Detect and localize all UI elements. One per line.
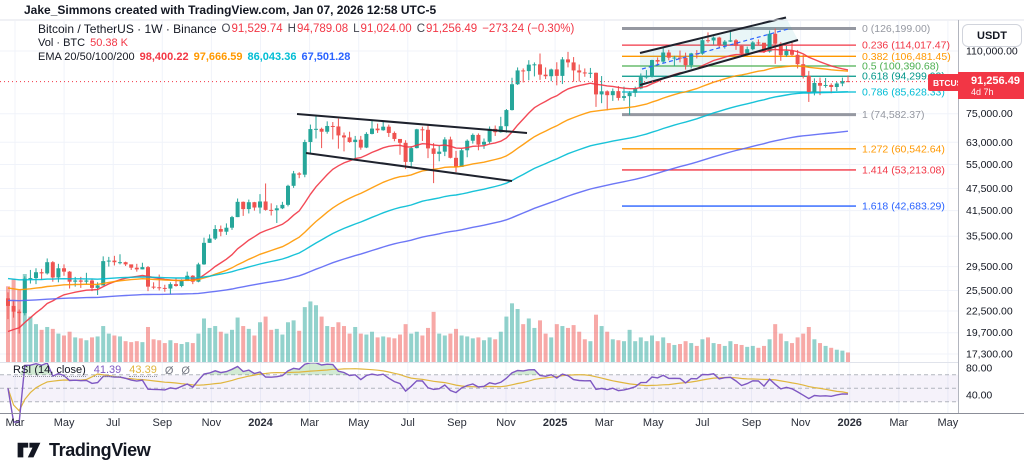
time-axis-label[interactable]: Mar bbox=[595, 417, 614, 429]
rsi-ma-line bbox=[7, 368, 849, 412]
price-tick-label[interactable]: 55,000.00 bbox=[966, 159, 1013, 171]
time-axis-label[interactable]: May bbox=[54, 417, 75, 429]
candles-layer bbox=[6, 28, 850, 334]
ema-50-line bbox=[7, 65, 849, 291]
trendline bbox=[305, 152, 513, 182]
fib-level-label: 0.5 (100,390.68) bbox=[862, 60, 939, 72]
fib-level-label: 1.414 (53,213.08) bbox=[862, 164, 945, 176]
time-axis-label[interactable]: Sep bbox=[153, 417, 173, 429]
rsi-pane-layer bbox=[0, 362, 958, 423]
rsi-hidden-plot-icon: Ø bbox=[164, 364, 174, 377]
ema-200-line bbox=[7, 130, 849, 302]
price-tick-label[interactable]: 25,500.00 bbox=[966, 285, 1013, 297]
fib-level-label: 1 (74,582.37) bbox=[862, 109, 924, 121]
time-axis-label[interactable]: Jul bbox=[695, 417, 709, 429]
rsi-ma-value: 43.39 bbox=[129, 364, 157, 377]
attribution-text: Jake_Simmons created with TradingView.co… bbox=[24, 3, 437, 17]
time-axis-label[interactable]: May bbox=[938, 417, 959, 429]
time-axis-label[interactable]: Mar bbox=[6, 417, 25, 429]
volume-label[interactable]: Vol · BTC bbox=[38, 36, 86, 49]
time-axis-label[interactable]: 2024 bbox=[248, 417, 273, 429]
change-value: −273.24 (−0.30%) bbox=[482, 22, 575, 35]
currency-toggle-button[interactable]: USDT bbox=[962, 24, 1022, 47]
time-axis-label[interactable]: Sep bbox=[742, 417, 762, 429]
ohlc-open: O 91,529.74 bbox=[221, 22, 283, 35]
channel-fill bbox=[640, 17, 798, 85]
tradingview-logo-text: TradingView bbox=[49, 439, 151, 460]
bar-countdown: 4d 7h bbox=[971, 86, 994, 97]
fib-level-label: 0.786 (85,628.33) bbox=[862, 87, 945, 99]
price-tick-label[interactable]: 29,500.00 bbox=[966, 261, 1013, 273]
time-axis-label[interactable]: Mar bbox=[889, 417, 908, 429]
ema20-value: 98,400.22 bbox=[139, 50, 189, 63]
price-tick-label[interactable]: 47,500.00 bbox=[966, 183, 1013, 195]
price-tick-label[interactable]: 63,000.00 bbox=[966, 137, 1013, 149]
symbol-legend-row: Bitcoin / TetherUS · 1W · Binance O 91,52… bbox=[38, 21, 575, 36]
drawings-layer bbox=[296, 16, 799, 182]
tradingview-logo-icon bbox=[17, 442, 41, 458]
time-axis-label[interactable]: May bbox=[348, 417, 369, 429]
time-axis-label[interactable]: Nov bbox=[791, 417, 811, 429]
time-axis-label[interactable]: Nov bbox=[496, 417, 516, 429]
last-price-label: 91,256.49 4d 7h bbox=[958, 72, 1024, 99]
rsi-hidden-plot-icon: Ø bbox=[181, 364, 190, 377]
time-axis-label[interactable]: Jul bbox=[401, 417, 415, 429]
ema200-value: 67,501.28 bbox=[301, 50, 351, 63]
ema-legend-row: EMA 20/50/100/200 98,400.22 97,666.59 86… bbox=[38, 50, 574, 63]
last-price-value: 91,256.49 bbox=[971, 74, 1020, 87]
price-tick-label[interactable]: 110,000.00 bbox=[966, 46, 1018, 58]
time-axis-label[interactable]: Nov bbox=[202, 417, 222, 429]
ema-lines-layer bbox=[7, 48, 849, 333]
fib-level-label: 0.236 (114,017.47) bbox=[862, 40, 950, 52]
volume-legend-row: Vol · BTC 50.38 K bbox=[38, 36, 574, 49]
rsi-line bbox=[7, 362, 849, 423]
time-axis-label[interactable]: Jul bbox=[106, 417, 120, 429]
volume-bars-layer bbox=[6, 274, 850, 362]
volume-value: 50.38 K bbox=[90, 36, 128, 49]
time-axis-label[interactable]: Sep bbox=[447, 417, 467, 429]
fib-level-label: 1.618 (42,683.29) bbox=[862, 201, 945, 213]
ema-label[interactable]: EMA 20/50/100/200 bbox=[38, 50, 135, 63]
ohlc-low: L 91,024.00 bbox=[353, 22, 412, 35]
tradingview-footer[interactable]: TradingView bbox=[16, 438, 151, 462]
rsi-value: 41.39 bbox=[93, 364, 122, 377]
price-tick-label[interactable]: 22,500.00 bbox=[966, 305, 1013, 317]
price-tick-label[interactable]: 41,500.00 bbox=[966, 205, 1013, 217]
symbol-title[interactable]: Bitcoin / TetherUS · 1W · Binance bbox=[38, 21, 217, 36]
fib-level-label: 1.272 (60,542.64) bbox=[862, 143, 945, 155]
channel-upper-line bbox=[639, 16, 787, 54]
main-legend: Bitcoin / TetherUS · 1W · Binance O 91,52… bbox=[38, 22, 574, 64]
rsi-tick-label[interactable]: 80.00 bbox=[966, 363, 992, 375]
price-tick-label[interactable]: 19,700.00 bbox=[966, 327, 1013, 339]
time-axis-label[interactable]: 2026 bbox=[837, 417, 861, 429]
ohlc-close: C 91,256.49 bbox=[416, 22, 478, 35]
time-axis-label[interactable]: 2025 bbox=[543, 417, 567, 429]
time-axis-label[interactable]: Mar bbox=[300, 417, 319, 429]
ema100-value: 86,043.36 bbox=[247, 50, 297, 63]
fib-level-label: 0 (126,199.00) bbox=[862, 23, 930, 35]
fib-level-label: 0.618 (94,299.92) bbox=[862, 71, 945, 83]
time-axis-label[interactable]: May bbox=[643, 417, 664, 429]
ema50-value: 97,666.59 bbox=[193, 50, 243, 63]
channel-lower-line bbox=[639, 39, 799, 86]
rsi-legend: RSI (14, close) 41.39 43.39 Ø Ø bbox=[13, 364, 190, 377]
ohlc-high: H 94,789.08 bbox=[287, 22, 349, 35]
price-tick-label[interactable]: 17,300.00 bbox=[966, 348, 1013, 360]
trendline bbox=[296, 113, 528, 134]
ema-100-line bbox=[7, 91, 849, 281]
price-tick-label[interactable]: 75,000.00 bbox=[966, 108, 1013, 120]
axes-layer: 110,000.00 75,000.00 63,000.00 55,000.00 47,… bbox=[0, 19, 1024, 429]
price-tick-label[interactable]: 35,500.00 bbox=[966, 231, 1013, 243]
rsi-label[interactable]: RSI (14, close) bbox=[13, 364, 86, 377]
fib-level-label: 0.382 (106,481.45) bbox=[862, 51, 951, 63]
channel-mid-line bbox=[641, 27, 791, 70]
rsi-tick-label[interactable]: 40.00 bbox=[966, 390, 992, 402]
